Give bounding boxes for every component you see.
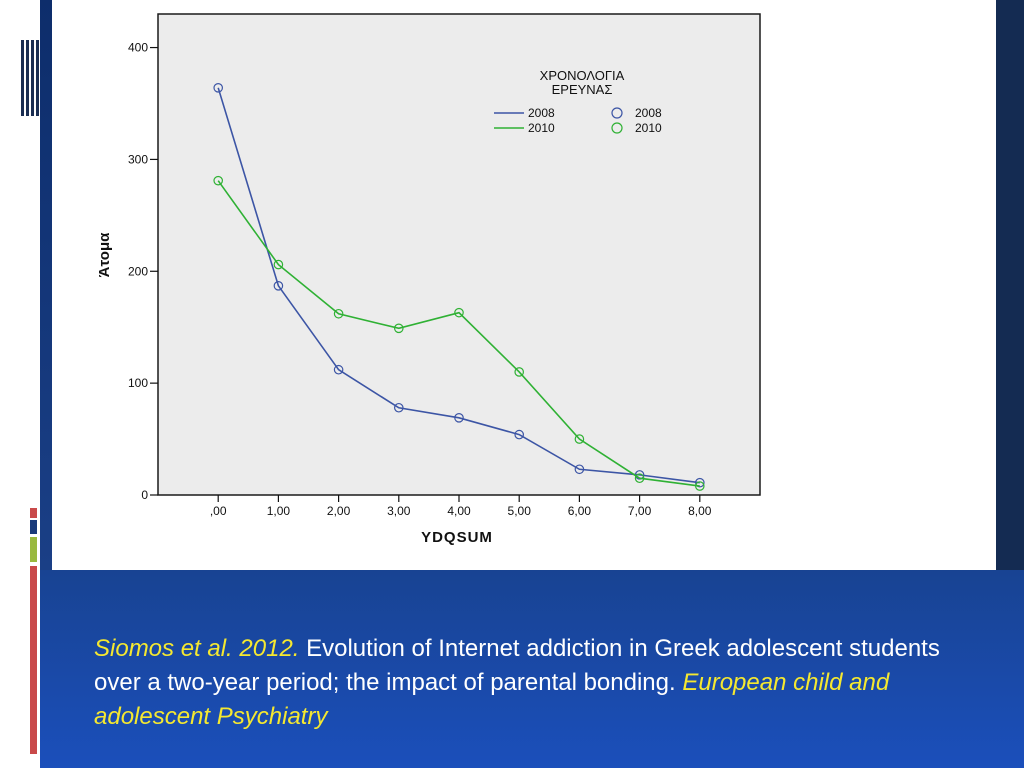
y-tick-label: 0: [141, 488, 148, 502]
accent-bar-navy: [30, 520, 37, 534]
data-point-2010: [333, 308, 344, 319]
y-tick-label: 200: [128, 264, 148, 278]
data-point-2008: [213, 83, 223, 93]
plot-area: [157, 13, 761, 496]
data-point-2010: [694, 481, 705, 491]
x-tick-label: 4,00: [447, 504, 471, 518]
panel-right-border: [996, 0, 1024, 570]
series-line-2010: [217, 180, 700, 487]
x-tick-label: 8,00: [688, 504, 712, 518]
data-point-2008: [454, 413, 464, 423]
x-tick-label: 2,00: [327, 504, 351, 518]
citation-authors-year: Siomos et al. 2012.: [94, 635, 300, 662]
y-tick-label: 400: [128, 41, 148, 55]
x-tick-label: ,00: [210, 504, 227, 518]
series-line-2008: [217, 87, 700, 484]
legend-title-line1: ΧΡΟΝΟΛΟΓΙΑ: [540, 68, 625, 83]
accent-bar-red-top: [30, 508, 37, 518]
x-tick-label: 6,00: [568, 504, 592, 518]
stripes-icon: [20, 18, 39, 118]
y-axis-label: Άτομα: [96, 232, 113, 277]
legend-marker-2010: [611, 122, 623, 134]
data-point-2008: [333, 364, 344, 375]
data-point-2010: [273, 259, 284, 270]
data-point-2010: [574, 434, 585, 444]
data-point-2008: [273, 281, 284, 291]
citation: Siomos et al. 2012. Evolution of Interne…: [94, 632, 974, 734]
legend-title-line2: ΕΡΕΥΝΑΣ: [552, 82, 613, 97]
legend-marker-label: 2008: [635, 106, 662, 120]
citation-title: Evolution of Internet addiction in Greek…: [94, 635, 940, 696]
data-point-2008: [393, 402, 404, 413]
x-tick-label: 1,00: [267, 504, 291, 518]
x-tick-label: 7,00: [628, 504, 652, 518]
data-point-2010: [213, 175, 223, 186]
legend-line-label: 2010: [528, 121, 555, 135]
axes: 0 100 200 300 400 ,00 1,00 2,00 3,00 4,00 5,00 6,00…: [128, 41, 712, 518]
left-decor-strip: [0, 0, 40, 768]
x-axis-label: YDQSUM: [421, 529, 493, 546]
x-tick-label: 3,00: [387, 504, 411, 518]
citation-journal: European child and adolescent Psychiatry: [94, 669, 890, 730]
y-tick-label: 100: [128, 376, 148, 390]
data-point-2008: [574, 464, 585, 475]
line-chart: 0 100 200 300 400 ,00 1,00 2,00 3,00 4,00 5,00 6,00…: [96, 13, 761, 546]
data-point-2008: [514, 429, 524, 440]
series-lines: [213, 83, 705, 491]
data-point-2010: [454, 307, 464, 318]
legend-line-label: 2008: [528, 106, 555, 120]
accent-bar-red-long: [30, 566, 37, 754]
data-point-2010: [393, 323, 404, 334]
legend-marker-2008: [611, 107, 623, 119]
data-point-2010: [514, 367, 524, 377]
x-tick-label: 5,00: [508, 504, 532, 518]
accent-bar-green: [30, 537, 37, 562]
data-point-2008: [694, 477, 705, 488]
panel-left-border: [40, 0, 52, 570]
y-tick-label: 300: [128, 152, 148, 166]
data-point-2010: [634, 473, 645, 484]
legend-marker-label: 2010: [635, 121, 662, 135]
